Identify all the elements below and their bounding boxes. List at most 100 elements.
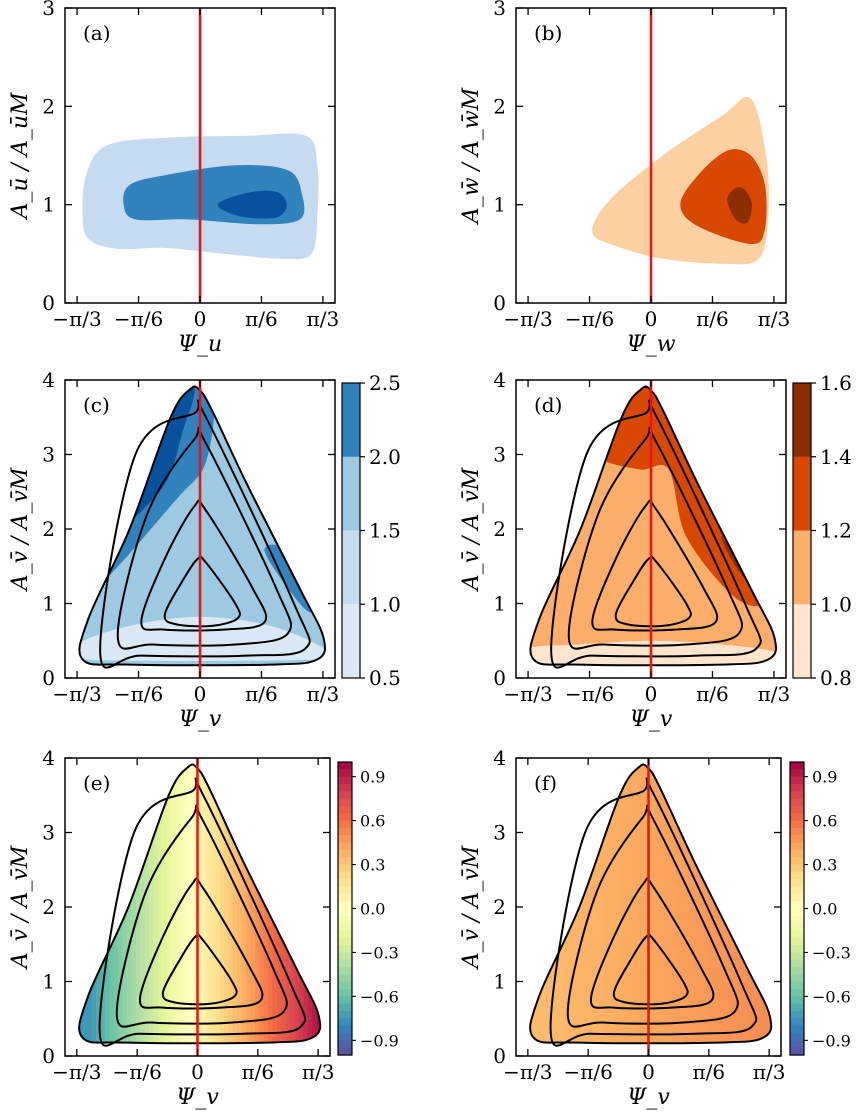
x-tick-label: π/3 [758,307,791,331]
y-tick-label: 1 [493,193,506,217]
field-band [153,764,159,1044]
x-tick-label: π/6 [693,1060,726,1084]
field-band [224,764,230,1044]
colorbar-band [338,1003,352,1012]
field-band [215,764,221,1044]
colorbar-band [338,959,352,968]
y-axis-label: A_v̄ / A_v̄M [459,845,484,970]
colorbar-band [338,857,352,866]
field-band [613,764,619,1044]
colorbar-tick-label: 1.4 [820,445,852,469]
contour-line [614,555,692,628]
x-axis-label: Ψ_v [176,1085,219,1110]
field-band [604,764,610,1044]
x-tick-label: π/6 [696,307,729,331]
field-band [277,764,283,1044]
triangle-outline [78,385,327,667]
contour-line [115,804,288,1028]
colorbar-band [790,959,804,968]
field-band [193,764,199,1044]
contour-line [567,426,744,650]
colorbar-band [790,1040,804,1049]
panel-b: −π/3 −π/6 0 π/6 π/3 0 1 2 3 (b) Ψ_w A_w̄ / A_w̄M [459,0,790,357]
field-band [555,764,561,1044]
y-tick-label: 3 [493,443,506,467]
colorbar-band [790,783,804,792]
field-band [294,764,300,1044]
colorbar-band [338,864,352,873]
colorbar-band [338,805,352,814]
colorbar-band [793,530,811,605]
colorbar-band [790,813,804,822]
panel-e: −π/3 −π/6 0 π/6 π/3 0 1 2 3 4 (e) Ψ_v A_v̄ / A_v̄M 0.… [8,746,399,1110]
y-tick-label: 3 [42,443,55,467]
colorbar-band [790,827,804,836]
colorbar-band [790,857,804,866]
x-tick-label: −π/6 [114,307,163,331]
colorbar-band [790,1011,804,1019]
field-band [228,764,234,1044]
colorbar-tick-label: 1.0 [820,592,852,616]
field-band [626,764,632,1044]
contour-line [589,877,715,1010]
colorbar-band [338,1040,352,1049]
field-band [648,764,654,1044]
colorbar-tick-label: 0.9 [812,768,837,787]
colorbar-band [790,915,804,924]
x-axis-label: Ψ_v [630,707,673,732]
field-band [675,764,681,1044]
y-tick-label: 3 [493,0,506,20]
field-band [688,764,694,1044]
contour-line [591,499,719,632]
field-band [586,764,592,1044]
field-band [573,764,579,1044]
field-band [697,764,703,1044]
x-tick-label: π/6 [242,1060,275,1084]
x-tick-label: −π/6 [114,682,163,706]
field-band [179,764,185,1044]
colorbar-tick-label: 1.6 [820,371,852,395]
field-band [542,764,548,1044]
colorbar-band [338,915,352,924]
colorbar-band [338,835,352,844]
contour-line [99,399,311,669]
field-band [175,764,181,1044]
colorbar-band [342,383,360,458]
y-tick-label: 4 [42,746,55,770]
x-axis-label: Ψ_w [626,332,675,357]
colorbar-tick-label: 0.6 [360,812,385,831]
colorbar-band [338,813,352,822]
colorbar-band [338,996,352,1005]
colorbar-band [790,820,804,829]
colorbar-band [790,871,804,880]
field-band [219,764,225,1044]
field-band [758,764,764,1044]
contour-level-3 [727,187,753,224]
x-tick-label: −π/3 [52,682,101,706]
colorbar-frame [337,761,353,1056]
y-tick-label: 2 [42,517,55,541]
colorbar-band [790,901,804,910]
colorbar-band [790,879,804,888]
contour-level-3 [217,190,287,219]
colorbar-band [338,967,352,976]
field-band [166,764,172,1044]
field-band [171,764,177,1044]
colorbar-band [338,842,352,851]
field-band [259,764,265,1044]
y-tick-label: 4 [493,746,506,770]
triangle-outline [78,763,322,1045]
x-tick-label: 0 [194,682,207,706]
colorbar-band [790,805,804,814]
x-tick-label: π/6 [696,682,729,706]
x-tick-label: 0 [191,1060,204,1084]
field-band [719,764,725,1044]
colorbar-band [338,849,352,858]
field-band [246,764,252,1044]
field-band [745,764,751,1044]
y-tick-label: 0 [493,1044,506,1068]
y-tick-label: 1 [493,970,506,994]
y-tick-label: 3 [493,821,506,845]
colorbar-tick-label: 0.9 [360,768,385,787]
